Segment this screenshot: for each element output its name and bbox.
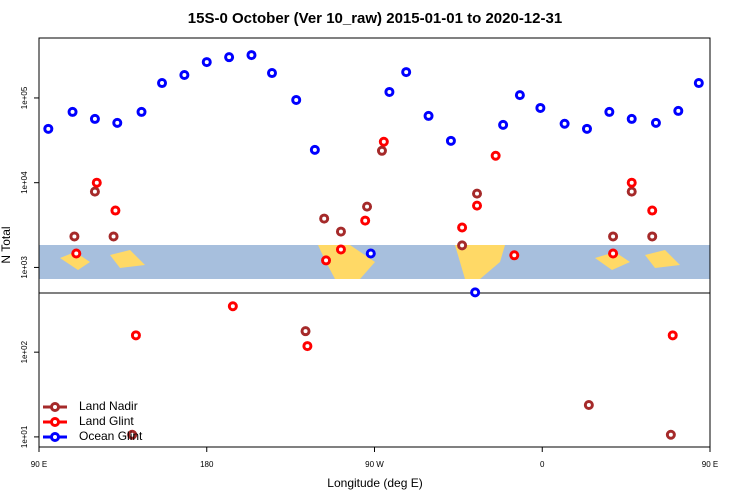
legend-label: Land Nadir <box>79 399 138 413</box>
point <box>246 50 257 61</box>
point <box>581 123 592 134</box>
point <box>201 57 212 68</box>
point <box>71 248 82 259</box>
point <box>89 186 100 197</box>
point <box>647 231 658 242</box>
point <box>376 145 387 156</box>
point <box>89 113 100 124</box>
point <box>319 213 330 224</box>
x-tick-label: 0 <box>540 460 545 469</box>
y-tick-label: 1e+05 <box>20 86 29 109</box>
point <box>535 102 546 113</box>
point <box>401 67 412 78</box>
point <box>378 136 389 147</box>
x-tick-label: 90 W <box>365 460 384 469</box>
point <box>626 186 637 197</box>
point <box>179 70 190 81</box>
x-tick-label: 180 <box>200 460 214 469</box>
point <box>604 106 615 117</box>
x-axis-label: Longitude (deg E) <box>327 476 422 490</box>
point <box>136 106 147 117</box>
y-axis-label: N Total <box>0 226 13 263</box>
y-tick-label: 1e+02 <box>20 340 29 363</box>
point <box>509 250 520 261</box>
point <box>626 177 637 188</box>
point <box>365 248 376 259</box>
point <box>490 150 501 161</box>
point <box>665 429 676 440</box>
y-tick-label: 1e+03 <box>20 256 29 279</box>
point <box>335 226 346 237</box>
point <box>445 135 456 146</box>
point <box>472 200 483 211</box>
point <box>67 106 78 117</box>
point <box>112 117 123 128</box>
point <box>650 117 661 128</box>
point <box>583 399 594 410</box>
point <box>321 255 332 266</box>
plot-frame <box>38 37 711 448</box>
point <box>472 188 483 199</box>
point <box>667 330 678 341</box>
point <box>608 248 619 259</box>
legend-marker <box>50 417 60 427</box>
point <box>127 429 138 440</box>
point <box>360 215 371 226</box>
legend-label: Ocean Glint <box>79 429 143 443</box>
point <box>69 231 80 242</box>
point <box>673 105 684 116</box>
x-tick-label: 90 E <box>31 460 47 469</box>
point <box>110 205 121 216</box>
point <box>647 205 658 216</box>
point <box>130 330 141 341</box>
point <box>266 68 277 79</box>
legend-marker <box>50 402 60 412</box>
point <box>514 90 525 101</box>
point <box>335 244 346 255</box>
point <box>227 301 238 312</box>
x-tick-label: 90 E <box>702 460 718 469</box>
point <box>559 118 570 129</box>
point <box>91 177 102 188</box>
point <box>384 86 395 97</box>
point <box>457 222 468 233</box>
point <box>470 287 481 298</box>
point <box>693 78 704 89</box>
point <box>300 326 311 337</box>
point <box>423 110 434 121</box>
map-land <box>60 245 680 279</box>
point <box>362 201 373 212</box>
legend-marker <box>50 432 60 442</box>
y-tick-label: 1e+01 <box>20 425 29 448</box>
chart-title: 15S-0 October (Ver 10_raw) 2015-01-01 to… <box>188 10 562 27</box>
point <box>309 144 320 155</box>
point <box>608 231 619 242</box>
point <box>457 240 468 251</box>
point <box>302 341 313 352</box>
point <box>224 52 235 63</box>
point <box>291 94 302 105</box>
point <box>498 119 509 130</box>
y-tick-label: 1e+04 <box>20 171 29 194</box>
point <box>108 231 119 242</box>
point <box>157 78 168 89</box>
legend-label: Land Glint <box>79 414 134 428</box>
point <box>626 113 637 124</box>
point <box>43 123 54 134</box>
